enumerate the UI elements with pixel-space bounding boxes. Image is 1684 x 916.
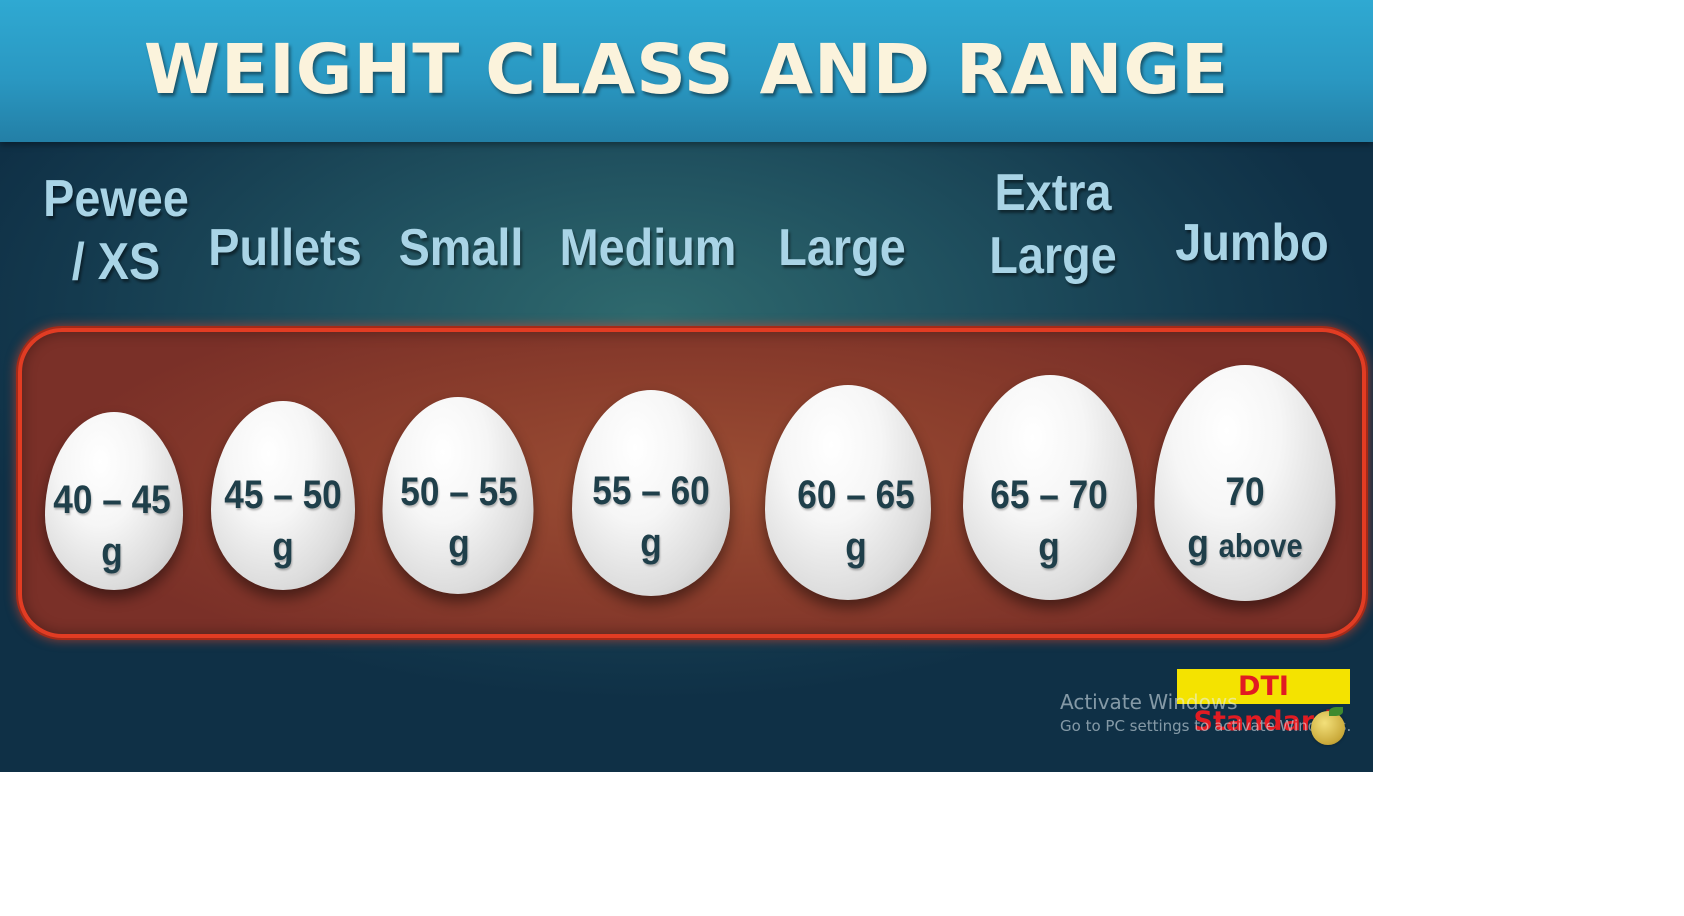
class-label-line: Pullets [208, 219, 362, 277]
class-label-jumbo: Jumbo [1175, 212, 1328, 275]
egg-extra-large [963, 375, 1137, 600]
egg-small [382, 397, 534, 594]
range-value: 65 – 70 [990, 473, 1108, 517]
class-label-line: Medium [559, 219, 737, 277]
class-label-line: Large [989, 227, 1117, 286]
class-label-pullets: Pullets [208, 217, 361, 280]
range-value: 55 – 60 [592, 469, 710, 513]
range-unit: g [101, 530, 123, 574]
egg-medium [572, 390, 730, 596]
dti-standard-badge: DTI Standard [1177, 669, 1350, 737]
range-label-medium: 55 – 60 g [592, 465, 709, 569]
class-label-line: Large [778, 219, 906, 277]
slide: WEIGHT CLASS AND RANGE Pewee / XS Pullet… [0, 0, 1373, 772]
range-value: 60 – 65 [797, 473, 915, 517]
class-label-medium: Medium [560, 217, 737, 280]
class-label-line: / XS [71, 233, 161, 292]
class-label-small: Small [399, 217, 524, 280]
range-label-small: 50 – 55 g [400, 466, 517, 570]
range-value: 70 [1225, 470, 1265, 514]
range-value: 40 – 45 [53, 478, 171, 522]
egg-jumbo [1154, 365, 1336, 601]
class-label-pewee: Pewee / XS [43, 168, 189, 295]
range-label-jumbo: 70 g above [1187, 466, 1302, 570]
egg-pewee [45, 412, 183, 590]
egg-pullets [211, 401, 355, 590]
class-label-line: Small [398, 219, 524, 277]
class-label-large: Large [778, 217, 905, 280]
range-value: 45 – 50 [224, 473, 342, 517]
class-label-extra-large: Extra Large [989, 162, 1116, 289]
class-label-line: Jumbo [1175, 214, 1329, 272]
range-unit: g [272, 525, 294, 569]
range-label-pewee: 40 – 45 g [53, 474, 170, 578]
range-label-extra-large: 65 – 70 g [990, 469, 1107, 573]
range-label-large: 60 – 65 g [797, 469, 914, 573]
class-label-line: Pewee [43, 170, 189, 228]
range-unit: g [1187, 522, 1209, 566]
activate-windows-subtitle: Go to PC settings to activate Windows. [1060, 717, 1352, 735]
title-banner: WEIGHT CLASS AND RANGE [0, 0, 1373, 142]
range-suffix: above [1218, 527, 1303, 564]
range-unit: g [1038, 525, 1060, 569]
range-unit: g [640, 521, 662, 565]
range-label-pullets: 45 – 50 g [224, 469, 341, 573]
activate-windows-title: Activate Windows [1060, 690, 1238, 714]
egg-large [765, 385, 931, 600]
range-unit: g [845, 525, 867, 569]
class-label-line: Extra [994, 164, 1112, 222]
range-unit: g [448, 522, 470, 566]
range-value: 50 – 55 [400, 470, 518, 514]
lemon-icon [1311, 707, 1345, 745]
slide-title: WEIGHT CLASS AND RANGE [143, 30, 1230, 110]
